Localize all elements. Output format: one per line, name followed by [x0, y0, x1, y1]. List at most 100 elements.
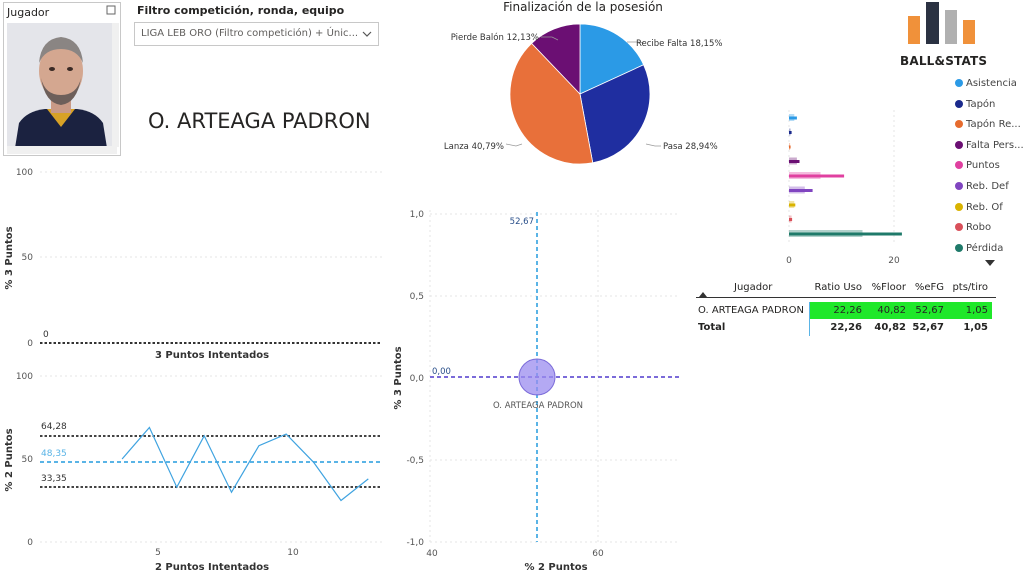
- cell-total-efg: 52,67: [912, 322, 944, 333]
- hline-label: 0,00: [432, 367, 451, 377]
- legend-item[interactable]: Asistencia: [955, 78, 1017, 89]
- scatter-point: [518, 358, 556, 396]
- bar-8: [789, 232, 902, 236]
- legend-dot-icon: [955, 223, 963, 232]
- y-axis-label: % 2 Puntos: [4, 428, 15, 491]
- bar-5: [789, 189, 813, 192]
- ytick-50: 50: [22, 253, 34, 263]
- table-row[interactable]: O. ARTEAGA PADRON 22,26 40,82 52,67 1,05: [696, 302, 996, 319]
- legend-item[interactable]: Reb. Of: [955, 202, 1003, 213]
- ref-label-max: 64,28: [41, 422, 67, 432]
- possession-pie-chart: Recibe Falta 18,15% Pasa 28,94% Lanza 40…: [444, 23, 722, 165]
- bar-3: [789, 160, 800, 163]
- pie-label-recibe-falta: Recibe Falta 18,15%: [636, 39, 722, 49]
- slicer-header: Jugador: [7, 6, 50, 19]
- legend-label: Puntos: [966, 160, 1000, 172]
- cell-floor: 40,82: [877, 305, 906, 316]
- legend-item[interactable]: Reb. Def: [955, 181, 1009, 192]
- legend-dot-icon: [955, 140, 963, 149]
- x-axis-label: 3 Puntos Intentados: [155, 350, 269, 361]
- ballstats-logo-icon: [908, 2, 975, 44]
- slicer-toggle-icon[interactable]: [106, 5, 116, 15]
- xtick-40: 40: [426, 549, 438, 559]
- two-points-line: [121, 426, 369, 502]
- col-floor[interactable]: %Floor: [871, 282, 906, 293]
- cell-efg: 52,67: [915, 305, 944, 316]
- cell-total-ratio-uso: 22,26: [830, 322, 862, 333]
- row-highlight: [810, 302, 992, 319]
- ytick-0: 0: [27, 339, 33, 349]
- legend-scroll-down-icon[interactable]: [985, 259, 995, 267]
- competition-filter-dropdown[interactable]: LIGA LEB ORO (Filtro competición) + Únic…: [134, 22, 379, 46]
- three-points-chart: 100 50 0 0 3 Puntos Intentados % 3 Punto…: [4, 168, 385, 361]
- bar-6: [789, 203, 796, 207]
- bar-0: [789, 116, 797, 120]
- legend-item[interactable]: Robo: [955, 222, 991, 233]
- legend-dot-icon: [955, 161, 963, 170]
- player-stats-table: Jugador Ratio Uso %Floor %eFG pts/tiro O…: [696, 278, 996, 336]
- col-pts-tiro[interactable]: pts/tiro: [952, 282, 988, 293]
- two-points-chart: 64,28 48,35 33,35 100 50 0 5 10 2 Puntos…: [4, 372, 385, 573]
- legend-item[interactable]: Tapón: [955, 99, 995, 110]
- legend-item[interactable]: Puntos: [955, 160, 1000, 171]
- pie-label-lanza: Lanza 40,79%: [444, 142, 504, 152]
- scatter-chart: O. ARTEAGA PADRON 52,67 0,00 1,0 0,5 0,0…: [393, 210, 680, 573]
- table-header-row: Jugador Ratio Uso %Floor %eFG pts/tiro: [696, 278, 996, 298]
- cell-total-pts-tiro: 1,05: [963, 322, 988, 333]
- slicer-horizontal-scrollbar[interactable]: [7, 146, 117, 154]
- ytick-neg1: -1,0: [406, 538, 424, 548]
- x-axis-label: % 2 Puntos: [524, 562, 587, 573]
- legend-dot-icon: [955, 99, 963, 108]
- filter-selected-value: LIGA LEB ORO (Filtro competición) + Únic…: [141, 28, 359, 39]
- xtick-60: 60: [592, 549, 604, 559]
- bar-1: [789, 131, 792, 134]
- player-slicer[interactable]: Jugador: [3, 2, 121, 156]
- xtick-10: 10: [287, 548, 299, 558]
- legend-dot-icon: [955, 120, 963, 129]
- pie-slice-pierde-balón: [531, 23, 581, 95]
- col-ratio-uso[interactable]: Ratio Uso: [814, 282, 863, 293]
- y-axis-label: % 3 Puntos: [4, 226, 15, 289]
- bar-4: [789, 174, 845, 178]
- player-name: O. ARTEAGA PADRON: [148, 109, 371, 133]
- pie-label-pierde-balon: Pierde Balón 12,13%: [451, 32, 539, 43]
- bar-7: [789, 218, 793, 221]
- cell-total-label: Total: [698, 322, 726, 333]
- legend-item[interactable]: Tapón Re...: [955, 119, 1021, 130]
- vline-label: 52,67: [510, 217, 534, 227]
- cell-ratio-uso: 22,26: [833, 305, 862, 316]
- ref-label-min: 33,35: [41, 474, 67, 484]
- bar-2: [789, 145, 791, 149]
- ytick-1: 1,0: [410, 210, 425, 220]
- xtick-5: 5: [155, 548, 161, 558]
- pie-slice-pasa: [579, 64, 651, 164]
- legend-item[interactable]: Falta Pers...: [955, 140, 1024, 151]
- ytick-100: 100: [16, 168, 33, 178]
- cell-player: O. ARTEAGA PADRON: [698, 305, 804, 316]
- slicer-vertical-scrollbar[interactable]: [112, 23, 119, 147]
- ytick-0: 0: [27, 538, 33, 548]
- pie-title: Finalización de la posesión: [503, 0, 663, 14]
- legend-label: Tapón Re...: [966, 119, 1021, 131]
- ytick-100: 100: [16, 372, 33, 382]
- col-jugador[interactable]: Jugador: [734, 282, 773, 293]
- pie-label-pasa: Pasa 28,94%: [663, 142, 718, 152]
- bar-xtick-0: 0: [786, 256, 792, 266]
- x-axis-label: 2 Puntos Intentados: [155, 562, 269, 573]
- col-efg[interactable]: %eFG: [914, 282, 944, 293]
- filter-title: Filtro competición, ronda, equipo: [137, 4, 345, 17]
- legend-dot-icon: [955, 243, 963, 252]
- legend-dot-icon: [955, 182, 963, 190]
- legend-label: Pérdida: [966, 242, 1004, 254]
- sort-ascending-icon[interactable]: [699, 292, 707, 297]
- legend-label: Reb. Def: [966, 181, 1009, 192]
- stats-bar-chart: 0 20: [786, 110, 902, 266]
- ytick-neg05: -0,5: [406, 456, 424, 466]
- legend-dot-icon: [955, 79, 963, 87]
- legend-label: Tapón: [966, 98, 996, 110]
- legend-item[interactable]: Pérdida: [955, 243, 1003, 254]
- cell-pts-tiro: 1,05: [965, 305, 988, 316]
- legend-label: Falta Pers...: [966, 139, 1024, 151]
- ytick-05: 0,5: [410, 292, 424, 302]
- player-photo: [7, 23, 114, 148]
